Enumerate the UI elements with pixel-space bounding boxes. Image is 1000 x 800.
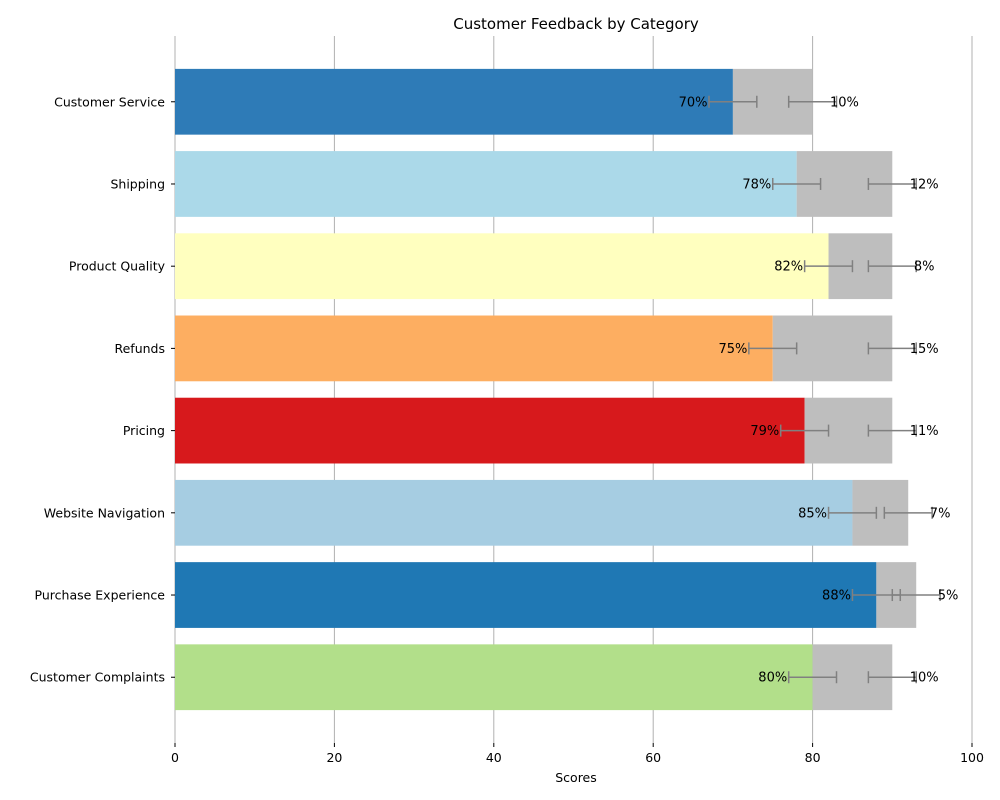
bar-label-score: 82%: [774, 260, 803, 275]
bar-label-score: 75%: [718, 342, 747, 357]
bar-label-remaining: 7%: [930, 506, 951, 521]
bar-label-remaining: 12%: [910, 177, 939, 192]
bar-score: [175, 562, 877, 628]
bar-score: [175, 315, 773, 382]
bar-label-score: 88%: [822, 589, 851, 604]
x-axis-title: Scores: [555, 770, 597, 785]
x-tick-label: 100: [960, 750, 984, 765]
y-tick-label: Website Navigation: [44, 505, 165, 520]
bar-label-score: 79%: [750, 424, 779, 439]
y-tick-label: Customer Complaints: [30, 670, 165, 685]
y-tick-label: Refunds: [114, 341, 165, 356]
bar-score: [175, 644, 813, 711]
error-bars: [708, 95, 941, 684]
y-tick-label: Product Quality: [69, 259, 166, 274]
bar-label-score: 70%: [679, 95, 708, 110]
bar-score: [175, 151, 797, 217]
grid-lines: [174, 36, 973, 743]
x-tick-label: 40: [486, 750, 502, 765]
x-axis: 0 20 40 60 80 100: [171, 743, 984, 765]
bar-label-remaining: 10%: [910, 671, 939, 686]
bar-label-remaining: 15%: [910, 342, 939, 357]
chart-title: Customer Feedback by Category: [453, 15, 699, 33]
y-axis: Customer Service Shipping Product Quality R…: [30, 94, 175, 685]
bar-label-remaining: 11%: [910, 424, 939, 439]
x-tick-label: 80: [805, 750, 821, 765]
bar-score: [175, 479, 853, 546]
bar-label-remaining: 5%: [938, 589, 959, 604]
bar-label-score: 80%: [758, 671, 787, 686]
bar-label-remaining: 10%: [830, 95, 859, 110]
data-labels: 70% 10% 78% 12% 82% 8% 75% 15% 79% 11% 85% 7% 88% 5% 8…: [679, 95, 959, 685]
bar-label-score: 78%: [742, 177, 771, 192]
y-tick-label: Pricing: [123, 423, 165, 438]
x-tick-label: 0: [171, 750, 179, 765]
bar-score: [175, 397, 805, 464]
y-tick-label: Shipping: [110, 176, 165, 191]
y-tick-label: Customer Service: [54, 94, 165, 109]
bar-score: [175, 68, 733, 135]
y-tick-label: Purchase Experience: [35, 588, 166, 603]
bars: [175, 68, 917, 711]
x-tick-label: 20: [326, 750, 342, 765]
bar-label-score: 85%: [798, 506, 827, 521]
bar-score: [175, 233, 829, 300]
bar-label-remaining: 8%: [914, 260, 935, 275]
x-tick-label: 60: [645, 750, 661, 765]
